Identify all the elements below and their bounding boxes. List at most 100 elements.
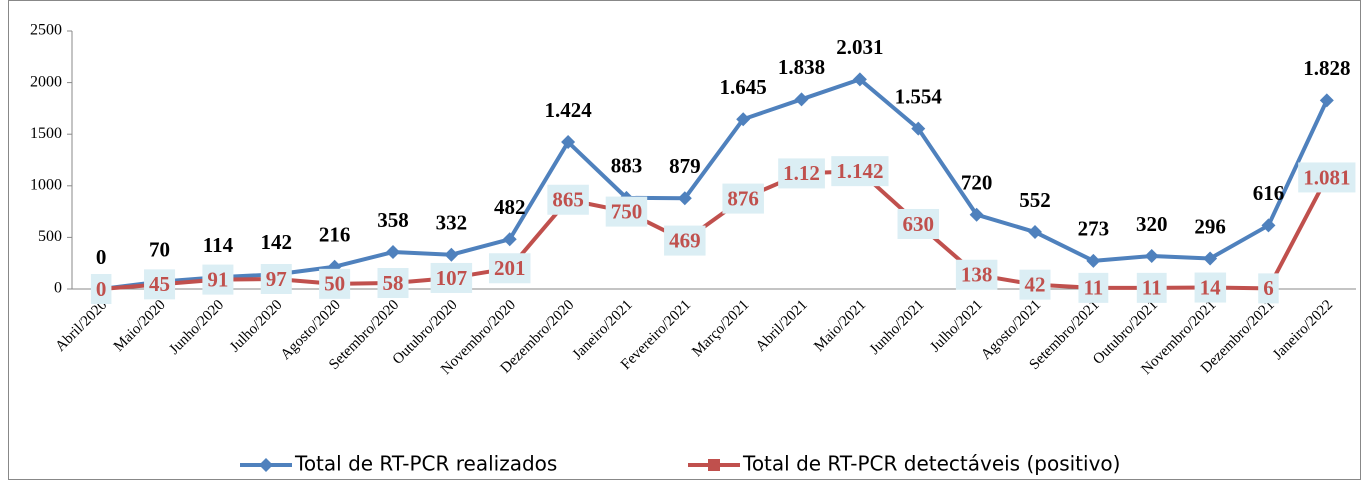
y-tick-label: 1000 — [30, 176, 62, 193]
y-tick-label: 0 — [54, 280, 62, 297]
data-label-box — [319, 268, 351, 299]
x-tick-label: Abril/2021 — [753, 297, 811, 355]
data-label-box — [202, 264, 234, 295]
marker — [852, 72, 867, 87]
marker — [794, 92, 809, 107]
data-label: 552 — [1019, 188, 1051, 212]
data-label-group: 750 — [605, 196, 648, 227]
data-label: 879 — [669, 154, 701, 178]
data-label: 332 — [436, 211, 468, 235]
data-label-box — [1298, 162, 1356, 193]
data-label: 865 — [552, 188, 584, 212]
data-label: 45 — [149, 272, 170, 296]
data-label-group: 1.081 — [1298, 162, 1356, 193]
data-label: 876 — [727, 186, 759, 210]
data-label: 883 — [611, 154, 643, 178]
data-label: 1.828 — [1303, 56, 1350, 80]
data-label-box — [1194, 272, 1227, 303]
data-label-box — [1258, 273, 1279, 304]
data-label: 97 — [266, 267, 287, 291]
data-label: 1.081 — [1303, 165, 1350, 189]
data-label-group: 138 — [955, 259, 998, 290]
data-label: 630 — [903, 212, 935, 236]
data-label: 358 — [377, 208, 409, 232]
data-label: 469 — [669, 228, 701, 252]
data-label-group: 469 — [664, 225, 706, 256]
data-label-box — [260, 263, 292, 294]
data-label-box — [144, 269, 176, 300]
data-label: 482 — [494, 195, 526, 219]
data-label-group: 91 — [202, 264, 234, 295]
legend-label: Total de RT-PCR detectáveis (positivo) — [742, 452, 1120, 476]
x-tick-label: Abril/2020 — [53, 297, 111, 355]
data-label-box — [1078, 272, 1109, 303]
data-label-group: 201 — [488, 253, 531, 284]
data-label: 142 — [261, 230, 293, 254]
data-label-box — [664, 225, 706, 256]
legend-marker — [259, 458, 273, 472]
x-tick-label: Junho/2021 — [867, 297, 928, 358]
data-label: 0 — [96, 277, 107, 301]
data-label-box — [90, 274, 112, 304]
data-label-box — [1019, 269, 1051, 300]
legend-marker — [708, 459, 720, 471]
data-label: 70 — [149, 238, 170, 262]
data-label: 11 — [1083, 276, 1103, 300]
legend-label: Total de RT-PCR realizados — [294, 452, 557, 476]
data-label: 1.424 — [544, 98, 592, 122]
marker — [1261, 218, 1276, 233]
marker — [386, 245, 400, 260]
data-label: 11 — [1142, 276, 1162, 300]
data-label-group: 630 — [897, 208, 940, 239]
data-label-group: 45 — [144, 269, 176, 300]
data-label-box — [488, 253, 531, 284]
marker — [736, 112, 751, 127]
marker — [1203, 251, 1218, 266]
data-label-box — [1136, 272, 1167, 303]
data-label-group: 0 — [90, 274, 112, 304]
data-label: 273 — [1078, 217, 1110, 241]
marker — [444, 247, 459, 262]
data-label-group: 11 — [1136, 272, 1167, 303]
marker — [911, 121, 926, 136]
marker — [502, 232, 517, 247]
data-label-box — [955, 259, 998, 290]
marker — [1144, 248, 1159, 263]
data-label: 616 — [1253, 181, 1285, 205]
data-label-box — [778, 158, 825, 189]
data-label-group: 1.142 — [831, 156, 889, 187]
data-label-group: 865 — [547, 184, 589, 215]
data-label: 1.645 — [720, 75, 767, 99]
series-line — [101, 169, 1329, 291]
data-label: 320 — [1136, 212, 1168, 236]
data-label-group: 11 — [1078, 272, 1109, 303]
marker — [1086, 253, 1101, 268]
data-label: 1.12 — [783, 161, 820, 185]
data-label: 1.554 — [895, 84, 943, 108]
data-label: 138 — [961, 263, 993, 287]
data-label: 91 — [207, 267, 228, 291]
marker — [561, 135, 576, 150]
data-label: 720 — [961, 171, 993, 195]
data-label: 201 — [494, 256, 526, 280]
data-label-group: 1.12 — [778, 158, 825, 189]
data-label-box — [722, 183, 764, 214]
x-tick-label: Março/2021 — [689, 297, 752, 360]
marker — [1028, 225, 1042, 240]
data-label: 0 — [96, 245, 107, 269]
x-tick-label: Maio/2020 — [111, 297, 169, 355]
data-label: 50 — [324, 272, 345, 296]
data-label-group: 107 — [430, 262, 473, 293]
y-tick-label: 2500 — [30, 22, 62, 39]
data-label-group: 6 — [1258, 273, 1279, 304]
data-label: 14 — [1200, 275, 1222, 299]
data-label-group: 97 — [260, 263, 292, 294]
data-label: 114 — [203, 233, 234, 257]
data-label-group: 42 — [1019, 269, 1051, 300]
x-tick-label: Julho/2021 — [927, 297, 985, 355]
data-label: 58 — [383, 271, 404, 295]
data-label-group: 58 — [377, 268, 409, 299]
x-tick-label: Julho/2020 — [227, 297, 285, 355]
data-label-group: 50 — [319, 268, 351, 299]
